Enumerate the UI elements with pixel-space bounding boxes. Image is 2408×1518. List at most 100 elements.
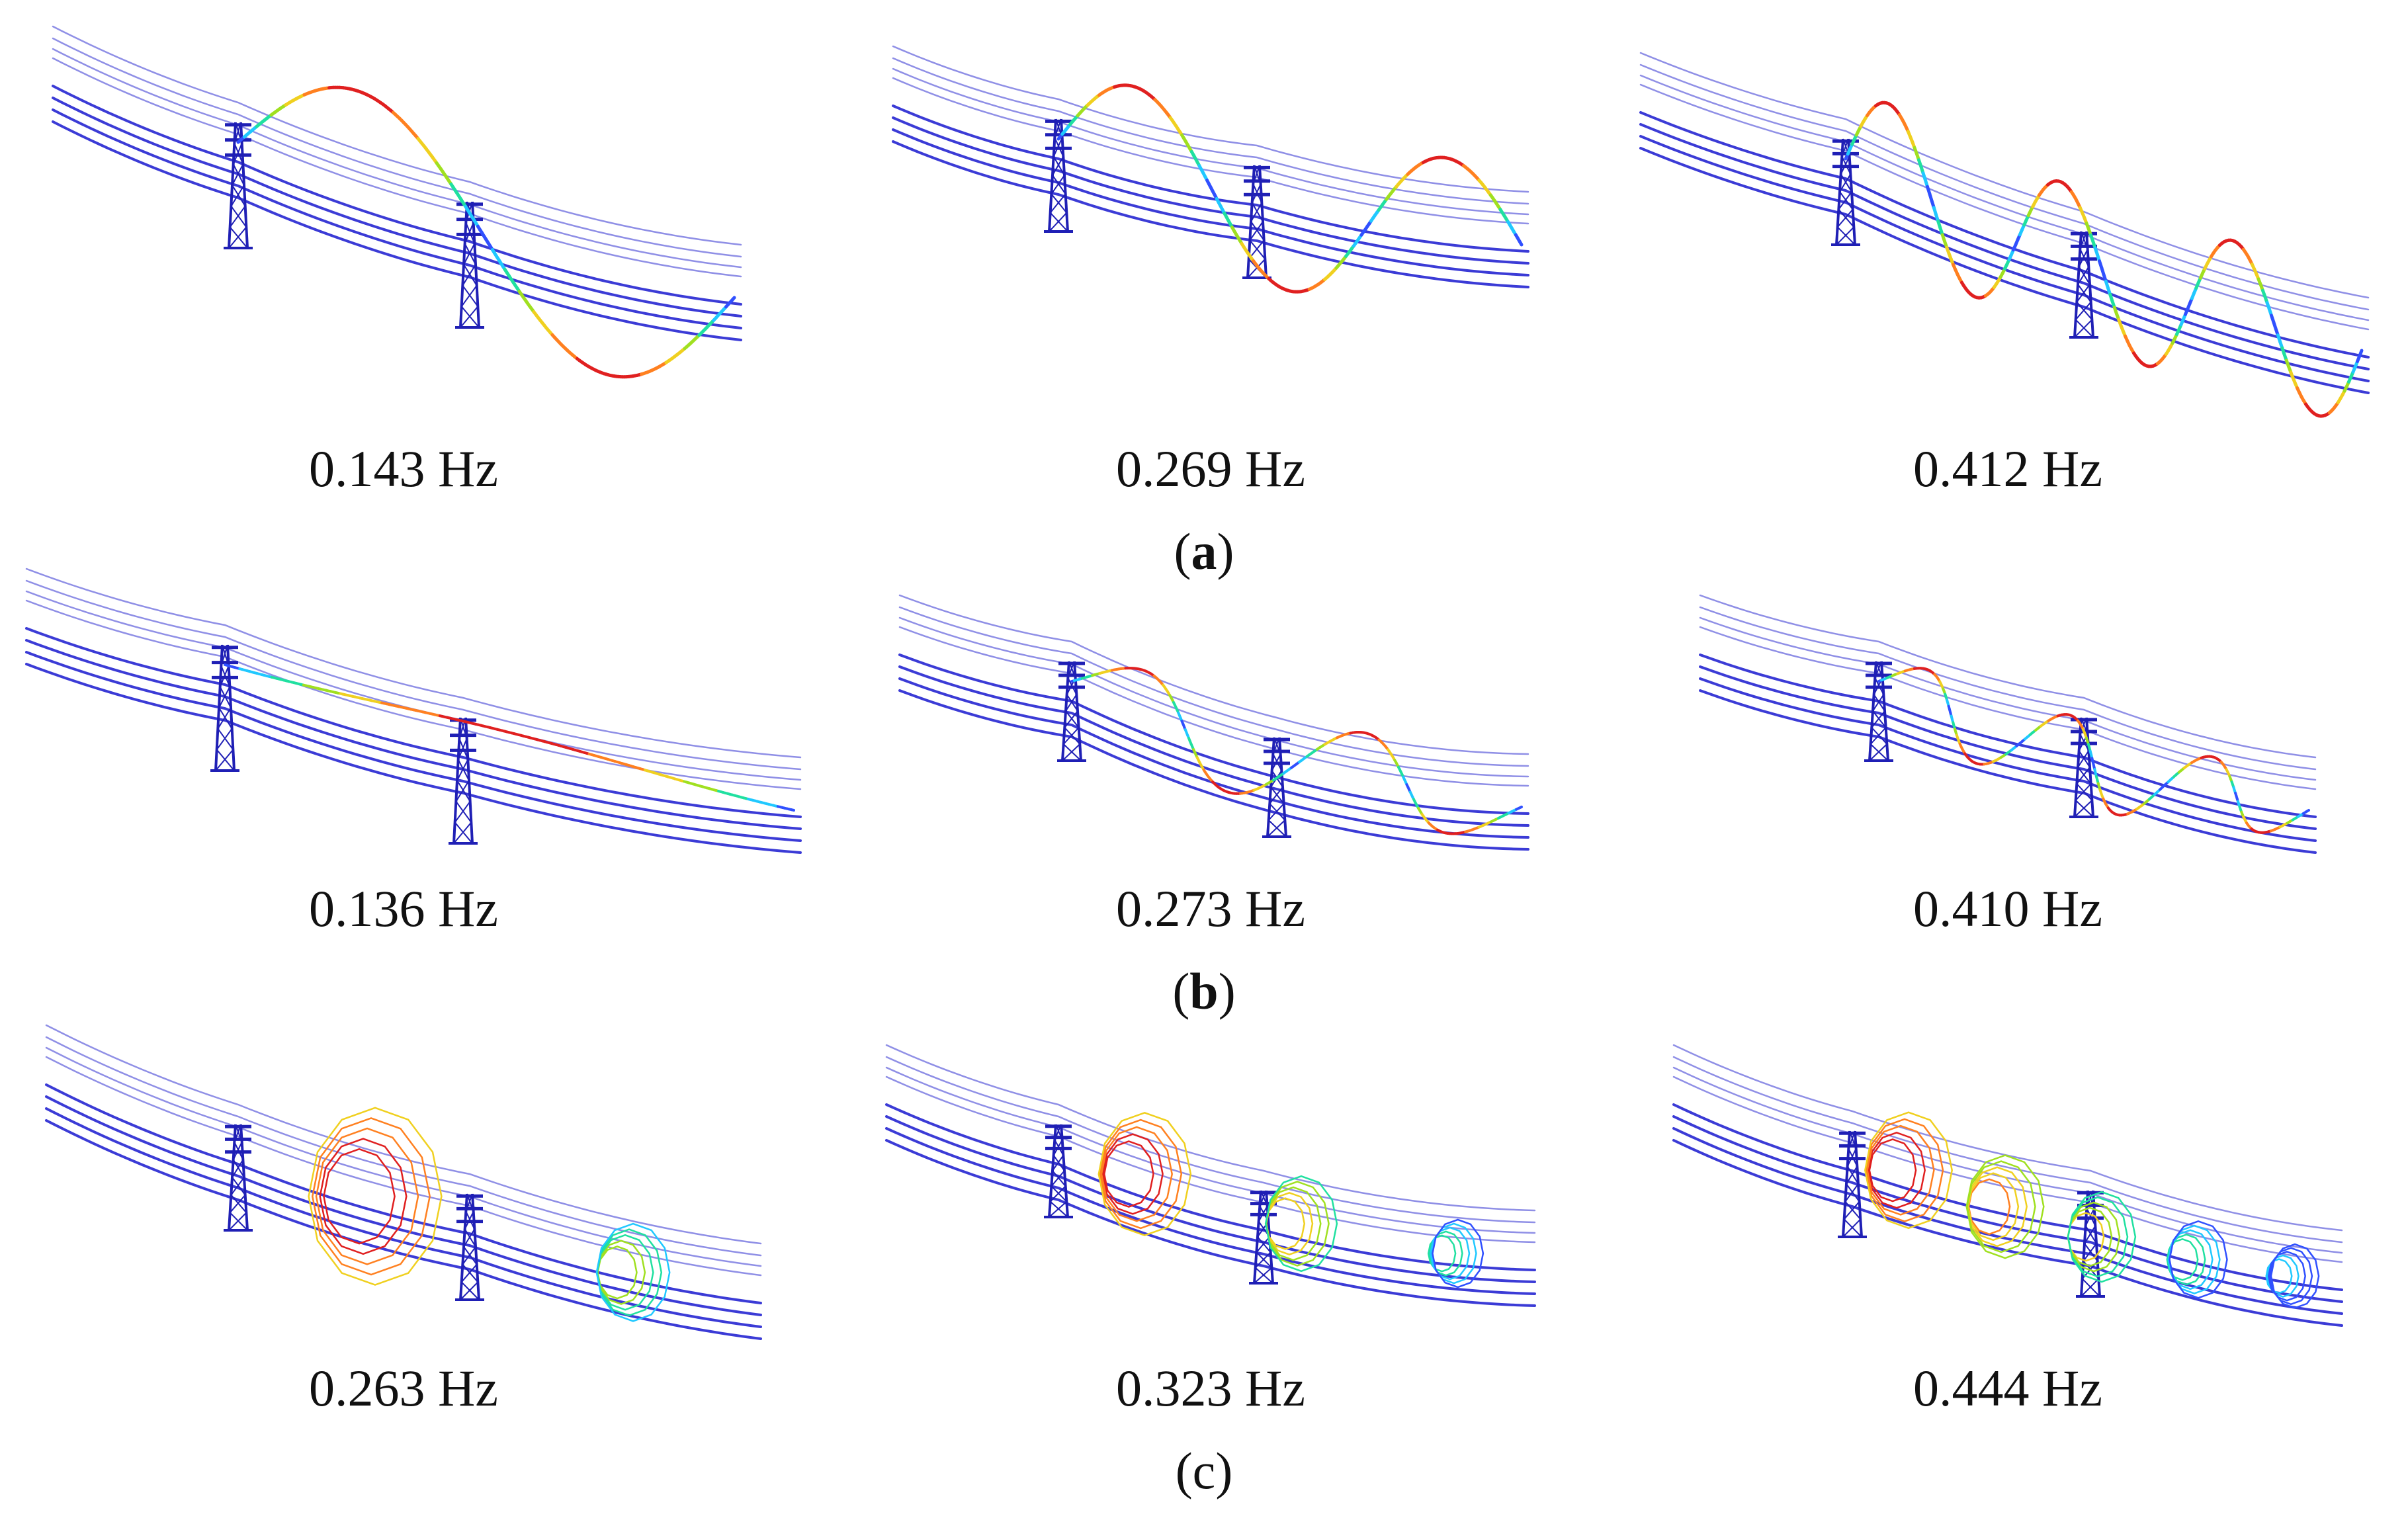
mode-panel-b1 xyxy=(25,568,802,854)
conductor-line xyxy=(1639,83,2370,331)
conductor-line xyxy=(1699,665,2317,830)
torsion-ring xyxy=(1428,1230,1463,1277)
conductor-line xyxy=(885,1066,1536,1234)
mode-shape-segment xyxy=(2358,349,2364,358)
torsion-ring xyxy=(1097,1111,1192,1237)
conductor-line xyxy=(892,105,1529,253)
conductor-line xyxy=(52,48,742,269)
conductor-line xyxy=(1699,606,2317,771)
torsion-ring xyxy=(1965,1154,2045,1259)
conductor-line xyxy=(25,627,802,818)
conductor-line xyxy=(898,606,1529,767)
conductor-line xyxy=(885,1127,1536,1295)
mode-shape-segment xyxy=(1518,239,1524,247)
mode-panel-c2 xyxy=(885,1044,1536,1307)
mode-panel-c3 xyxy=(1672,1044,2343,1327)
frequency-label-b2: 0.273 Hz xyxy=(1116,880,1305,937)
mode-panel-a1 xyxy=(52,25,742,379)
tower-icon xyxy=(1864,661,1893,762)
conductor-line xyxy=(1672,1139,2343,1327)
torsion-ring xyxy=(2169,1220,2228,1299)
conductor-line xyxy=(45,1095,762,1316)
tower-icon xyxy=(2069,231,2098,339)
torsion-ring xyxy=(1432,1218,1484,1288)
conductor-line xyxy=(1699,677,2317,842)
torsion-ring xyxy=(323,1148,396,1245)
torsion-ring xyxy=(1101,1133,1164,1215)
torsion-ring xyxy=(2067,1191,2137,1283)
conductor-line xyxy=(1639,63,2370,311)
conductor-line xyxy=(52,97,742,317)
conductor-line xyxy=(1699,626,2317,790)
tower-icon xyxy=(1057,661,1086,762)
conductor-line xyxy=(25,579,802,771)
conductor-line xyxy=(25,639,802,830)
conductor-line xyxy=(892,77,1529,225)
conductor-line xyxy=(898,677,1529,839)
conductor-line xyxy=(52,37,742,258)
frequency-label-a3: 0.412 Hz xyxy=(1913,440,2102,497)
subfigure-caption-b: (b) xyxy=(1172,962,1236,1020)
torsion-ring xyxy=(312,1117,431,1276)
conductor-line xyxy=(52,57,742,278)
tower-icon xyxy=(224,1124,253,1232)
conductor-line xyxy=(25,590,802,781)
tower-icon xyxy=(210,644,239,772)
conductor-line xyxy=(1672,1103,2343,1291)
conductor-line xyxy=(885,1044,1536,1212)
torsion-ring xyxy=(319,1138,408,1255)
conductor-line xyxy=(25,663,802,854)
frequency-label-c1: 0.263 Hz xyxy=(309,1359,498,1417)
conductor-line xyxy=(1639,147,2370,394)
conductor-line xyxy=(885,1139,1536,1307)
conductor-line xyxy=(1639,123,2370,370)
torsion-ring xyxy=(308,1107,443,1286)
mode-shape-segment xyxy=(730,296,736,302)
conductor-line xyxy=(898,654,1529,815)
torsion-ring xyxy=(1264,1175,1338,1273)
torsion-ring xyxy=(2265,1258,2293,1294)
conductor-line xyxy=(892,140,1529,288)
torsion-ring xyxy=(1103,1140,1154,1208)
mode-panel-c1 xyxy=(45,1024,762,1340)
torsion-ring xyxy=(1099,1118,1183,1230)
conductor-line xyxy=(1672,1056,2343,1244)
frequency-label-b3: 0.410 Hz xyxy=(1913,880,2102,937)
torsion-ring xyxy=(1430,1222,1477,1285)
conductor-line xyxy=(898,665,1529,827)
tower-icon xyxy=(1838,1130,1867,1238)
conductor-line xyxy=(892,57,1529,205)
torsion-ring xyxy=(1427,1234,1457,1273)
conductor-line xyxy=(1639,111,2370,358)
conductor-line xyxy=(898,616,1529,778)
torsion-ring xyxy=(315,1127,419,1265)
torsion-ring xyxy=(2268,1247,2313,1306)
conductor-line xyxy=(25,599,802,790)
torsion-ring xyxy=(1430,1226,1471,1281)
torsion-ring xyxy=(1864,1111,1953,1230)
conductor-line xyxy=(892,45,1529,193)
tower-icon xyxy=(1044,1124,1073,1218)
frequency-label-a1: 0.143 Hz xyxy=(309,440,498,497)
frequency-label-b1: 0.136 Hz xyxy=(309,880,498,937)
conductor-line xyxy=(45,1056,762,1277)
mode-panel-b2 xyxy=(898,594,1529,851)
torsion-ring xyxy=(1865,1118,1944,1222)
conductor-line xyxy=(45,1083,762,1304)
conductor-line xyxy=(1639,74,2370,321)
torsion-ring xyxy=(1866,1124,1935,1216)
conductor-line xyxy=(45,1119,762,1340)
conductor-line xyxy=(1672,1066,2343,1254)
mode-panel-a3 xyxy=(1639,52,2370,418)
torsion-ring xyxy=(2270,1243,2320,1309)
conductor-line xyxy=(25,568,802,759)
conductor-line xyxy=(1672,1115,2343,1303)
conductor-line xyxy=(1639,52,2370,299)
conductor-line xyxy=(898,594,1529,755)
conductor-line xyxy=(898,689,1529,851)
conductor-line xyxy=(1699,616,2317,781)
conductor-line xyxy=(1639,135,2370,382)
mode-shape-segment xyxy=(2304,809,2310,814)
tower-icon xyxy=(1044,118,1073,233)
